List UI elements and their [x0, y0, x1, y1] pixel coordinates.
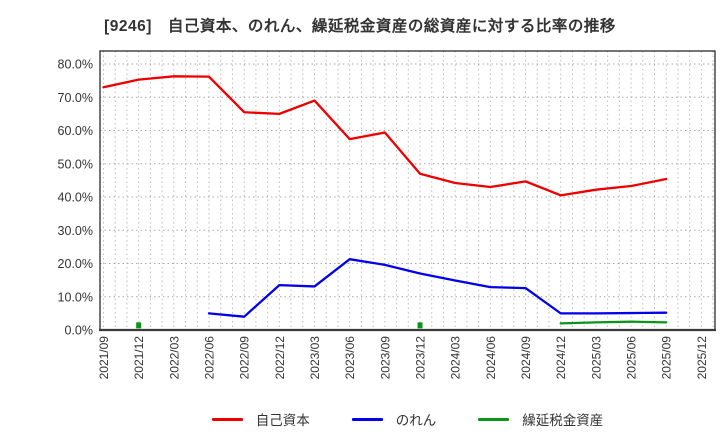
- chart-title: [9246] 自己資本、のれん、繰延税金資産の総資産に対する比率の推移: [104, 18, 616, 35]
- svg-text:2023/09: 2023/09: [378, 336, 392, 380]
- legend-item-goodwill: のれん: [351, 409, 437, 429]
- svg-text:0.0%: 0.0%: [65, 324, 94, 338]
- legend-label-equity: 自己資本: [255, 413, 310, 428]
- svg-text:60.0%: 60.0%: [58, 124, 93, 138]
- svg-text:2022/12: 2022/12: [273, 336, 287, 380]
- svg-text:2025/09: 2025/09: [660, 336, 674, 380]
- svg-text:2024/12: 2024/12: [554, 336, 568, 380]
- svg-text:2024/06: 2024/06: [484, 336, 498, 380]
- svg-text:2025/06: 2025/06: [625, 336, 639, 380]
- legend-swatch-deferred-tax: [478, 417, 510, 421]
- svg-text:50.0%: 50.0%: [58, 157, 93, 171]
- svg-text:2025/03: 2025/03: [589, 336, 603, 380]
- svg-text:80.0%: 80.0%: [58, 58, 93, 72]
- svg-text:2024/09: 2024/09: [519, 336, 533, 380]
- svg-text:2024/03: 2024/03: [449, 336, 463, 380]
- svg-text:20.0%: 20.0%: [58, 257, 93, 271]
- legend-item-equity: 自己資本: [211, 409, 310, 429]
- svg-text:2025/12: 2025/12: [695, 336, 709, 380]
- svg-text:30.0%: 30.0%: [58, 224, 93, 238]
- legend-swatch-equity: [211, 417, 243, 421]
- svg-text:2023/12: 2023/12: [414, 336, 428, 380]
- svg-text:2023/03: 2023/03: [308, 336, 322, 380]
- legend-label-goodwill: のれん: [395, 413, 437, 428]
- svg-text:10.0%: 10.0%: [58, 290, 93, 304]
- svg-text:40.0%: 40.0%: [58, 191, 93, 205]
- legend-label-deferred-tax: 繰延税金資産: [522, 413, 604, 428]
- svg-text:2021/12: 2021/12: [132, 336, 146, 380]
- svg-text:2022/09: 2022/09: [238, 336, 252, 380]
- svg-text:2023/06: 2023/06: [343, 336, 357, 380]
- svg-text:2022/03: 2022/03: [167, 336, 181, 380]
- svg-text:2022/06: 2022/06: [203, 336, 217, 380]
- svg-text:70.0%: 70.0%: [58, 91, 93, 105]
- legend: 自己資本 のれん 繰延税金資産: [100, 406, 715, 432]
- svg-text:2021/09: 2021/09: [97, 336, 111, 380]
- legend-swatch-goodwill: [351, 417, 383, 421]
- legend-item-deferred-tax: 繰延税金資産: [478, 409, 603, 429]
